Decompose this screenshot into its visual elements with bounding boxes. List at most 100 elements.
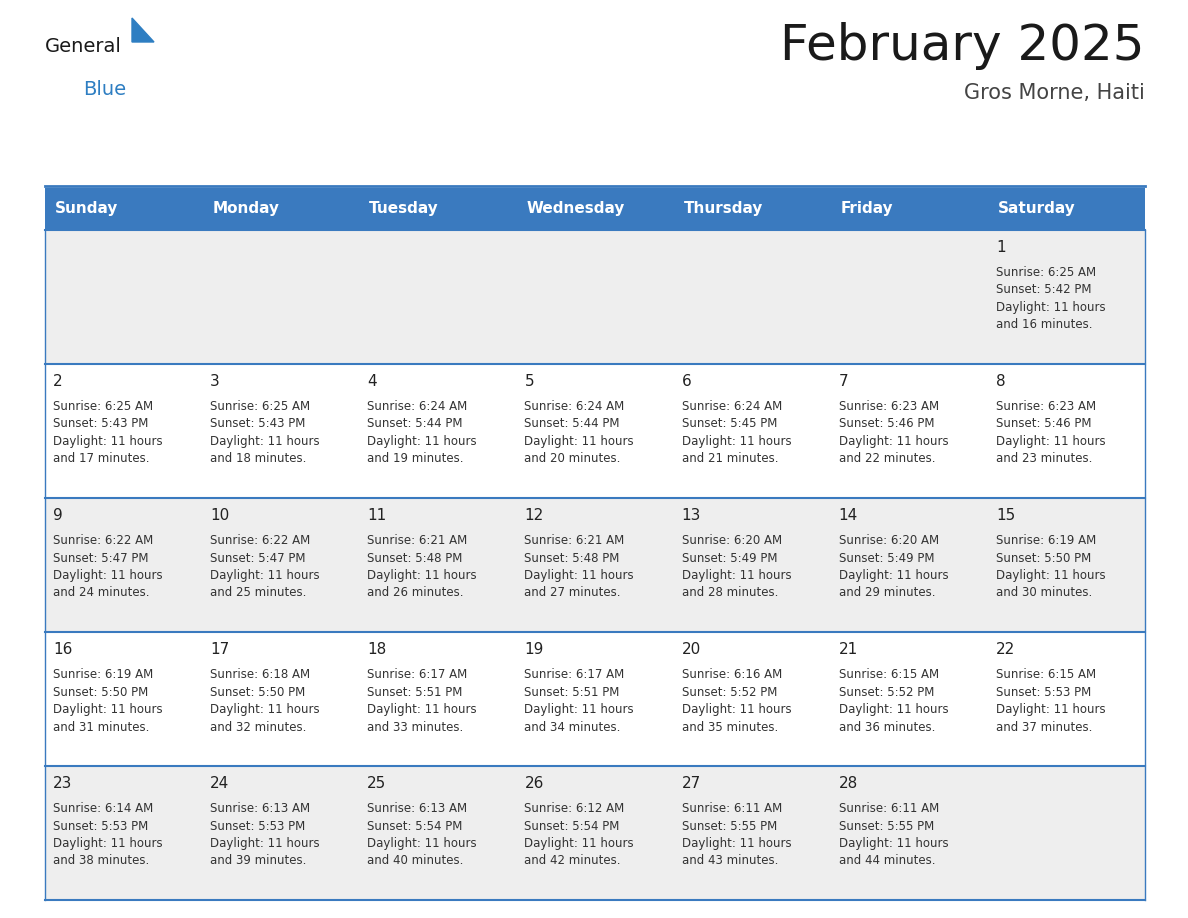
Text: 28: 28 [839, 776, 858, 791]
Text: and 34 minutes.: and 34 minutes. [524, 721, 621, 733]
Text: and 27 minutes.: and 27 minutes. [524, 587, 621, 599]
Text: Daylight: 11 hours: Daylight: 11 hours [996, 569, 1106, 582]
Text: Gros Morne, Haiti: Gros Morne, Haiti [965, 83, 1145, 103]
Text: Daylight: 11 hours: Daylight: 11 hours [682, 837, 791, 850]
Text: Sunset: 5:53 PM: Sunset: 5:53 PM [996, 686, 1091, 699]
Text: Daylight: 11 hours: Daylight: 11 hours [210, 569, 320, 582]
Text: and 17 minutes.: and 17 minutes. [53, 453, 150, 465]
FancyBboxPatch shape [830, 188, 988, 230]
Text: Thursday: Thursday [683, 201, 763, 217]
Text: Sunrise: 6:14 AM: Sunrise: 6:14 AM [53, 802, 153, 815]
Text: Friday: Friday [841, 201, 893, 217]
Text: and 35 minutes.: and 35 minutes. [682, 721, 778, 733]
Text: Sunset: 5:44 PM: Sunset: 5:44 PM [367, 418, 463, 431]
Text: Wednesday: Wednesday [526, 201, 625, 217]
Text: 27: 27 [682, 776, 701, 791]
Text: 25: 25 [367, 776, 386, 791]
Text: and 26 minutes.: and 26 minutes. [367, 587, 463, 599]
Text: Sunset: 5:52 PM: Sunset: 5:52 PM [682, 686, 777, 699]
Text: and 18 minutes.: and 18 minutes. [210, 453, 307, 465]
Text: Sunset: 5:50 PM: Sunset: 5:50 PM [996, 552, 1091, 565]
Text: Daylight: 11 hours: Daylight: 11 hours [524, 837, 634, 850]
Text: Daylight: 11 hours: Daylight: 11 hours [53, 837, 163, 850]
Text: Sunrise: 6:18 AM: Sunrise: 6:18 AM [210, 668, 310, 681]
FancyBboxPatch shape [202, 188, 359, 230]
Text: 22: 22 [996, 642, 1015, 657]
Text: 24: 24 [210, 776, 229, 791]
Text: 13: 13 [682, 508, 701, 523]
Text: 6: 6 [682, 374, 691, 389]
Text: Sunset: 5:47 PM: Sunset: 5:47 PM [210, 552, 305, 565]
Text: Daylight: 11 hours: Daylight: 11 hours [210, 703, 320, 716]
Text: Sunday: Sunday [55, 201, 119, 217]
Text: 12: 12 [524, 508, 544, 523]
Text: Daylight: 11 hours: Daylight: 11 hours [210, 435, 320, 448]
Text: Sunset: 5:51 PM: Sunset: 5:51 PM [524, 686, 620, 699]
Text: Sunrise: 6:13 AM: Sunrise: 6:13 AM [367, 802, 467, 815]
Text: February 2025: February 2025 [781, 22, 1145, 70]
Text: Sunrise: 6:25 AM: Sunrise: 6:25 AM [53, 400, 153, 413]
Text: and 38 minutes.: and 38 minutes. [53, 855, 150, 868]
Text: and 24 minutes.: and 24 minutes. [53, 587, 150, 599]
Text: Sunset: 5:50 PM: Sunset: 5:50 PM [53, 686, 148, 699]
Text: 20: 20 [682, 642, 701, 657]
Polygon shape [132, 18, 154, 42]
Text: Sunrise: 6:21 AM: Sunrise: 6:21 AM [367, 534, 468, 547]
Text: Sunset: 5:52 PM: Sunset: 5:52 PM [839, 686, 934, 699]
Text: Sunrise: 6:15 AM: Sunrise: 6:15 AM [839, 668, 939, 681]
Text: Sunrise: 6:25 AM: Sunrise: 6:25 AM [996, 266, 1097, 279]
FancyBboxPatch shape [988, 188, 1145, 230]
FancyBboxPatch shape [45, 188, 202, 230]
Text: 18: 18 [367, 642, 386, 657]
Text: Daylight: 11 hours: Daylight: 11 hours [839, 569, 948, 582]
Text: Daylight: 11 hours: Daylight: 11 hours [524, 569, 634, 582]
Text: Sunrise: 6:13 AM: Sunrise: 6:13 AM [210, 802, 310, 815]
Text: 14: 14 [839, 508, 858, 523]
Text: Sunset: 5:48 PM: Sunset: 5:48 PM [367, 552, 462, 565]
Text: General: General [45, 37, 122, 56]
Text: Sunrise: 6:22 AM: Sunrise: 6:22 AM [210, 534, 310, 547]
Text: 2: 2 [53, 374, 63, 389]
Text: 15: 15 [996, 508, 1015, 523]
Text: Sunrise: 6:21 AM: Sunrise: 6:21 AM [524, 534, 625, 547]
Text: 16: 16 [53, 642, 72, 657]
Text: Sunset: 5:42 PM: Sunset: 5:42 PM [996, 284, 1092, 297]
Text: Sunset: 5:55 PM: Sunset: 5:55 PM [682, 820, 777, 833]
Text: Sunset: 5:44 PM: Sunset: 5:44 PM [524, 418, 620, 431]
Text: Sunrise: 6:20 AM: Sunrise: 6:20 AM [682, 534, 782, 547]
Text: Daylight: 11 hours: Daylight: 11 hours [682, 569, 791, 582]
Text: Sunrise: 6:11 AM: Sunrise: 6:11 AM [682, 802, 782, 815]
Text: Sunrise: 6:20 AM: Sunrise: 6:20 AM [839, 534, 939, 547]
Text: 10: 10 [210, 508, 229, 523]
Text: Sunset: 5:54 PM: Sunset: 5:54 PM [367, 820, 462, 833]
Text: Sunset: 5:54 PM: Sunset: 5:54 PM [524, 820, 620, 833]
Text: Sunrise: 6:22 AM: Sunrise: 6:22 AM [53, 534, 153, 547]
Text: Daylight: 11 hours: Daylight: 11 hours [367, 837, 476, 850]
FancyBboxPatch shape [517, 188, 674, 230]
Text: Daylight: 11 hours: Daylight: 11 hours [53, 703, 163, 716]
Text: Sunset: 5:46 PM: Sunset: 5:46 PM [996, 418, 1092, 431]
Text: Daylight: 11 hours: Daylight: 11 hours [367, 569, 476, 582]
Text: Sunset: 5:46 PM: Sunset: 5:46 PM [839, 418, 934, 431]
FancyBboxPatch shape [45, 230, 1145, 364]
Text: and 21 minutes.: and 21 minutes. [682, 453, 778, 465]
FancyBboxPatch shape [45, 766, 1145, 900]
FancyBboxPatch shape [45, 498, 1145, 632]
Text: Daylight: 11 hours: Daylight: 11 hours [53, 435, 163, 448]
Text: and 25 minutes.: and 25 minutes. [210, 587, 307, 599]
Text: 23: 23 [53, 776, 72, 791]
Text: Daylight: 11 hours: Daylight: 11 hours [839, 435, 948, 448]
Text: Blue: Blue [83, 80, 126, 99]
Text: Sunset: 5:47 PM: Sunset: 5:47 PM [53, 552, 148, 565]
Text: Sunset: 5:43 PM: Sunset: 5:43 PM [210, 418, 305, 431]
Text: and 37 minutes.: and 37 minutes. [996, 721, 1092, 733]
Text: Sunrise: 6:11 AM: Sunrise: 6:11 AM [839, 802, 939, 815]
Text: 19: 19 [524, 642, 544, 657]
Text: and 40 minutes.: and 40 minutes. [367, 855, 463, 868]
Text: 21: 21 [839, 642, 858, 657]
Text: Sunrise: 6:24 AM: Sunrise: 6:24 AM [524, 400, 625, 413]
Text: 11: 11 [367, 508, 386, 523]
Text: Sunrise: 6:12 AM: Sunrise: 6:12 AM [524, 802, 625, 815]
Text: Sunset: 5:45 PM: Sunset: 5:45 PM [682, 418, 777, 431]
Text: Sunrise: 6:19 AM: Sunrise: 6:19 AM [996, 534, 1097, 547]
